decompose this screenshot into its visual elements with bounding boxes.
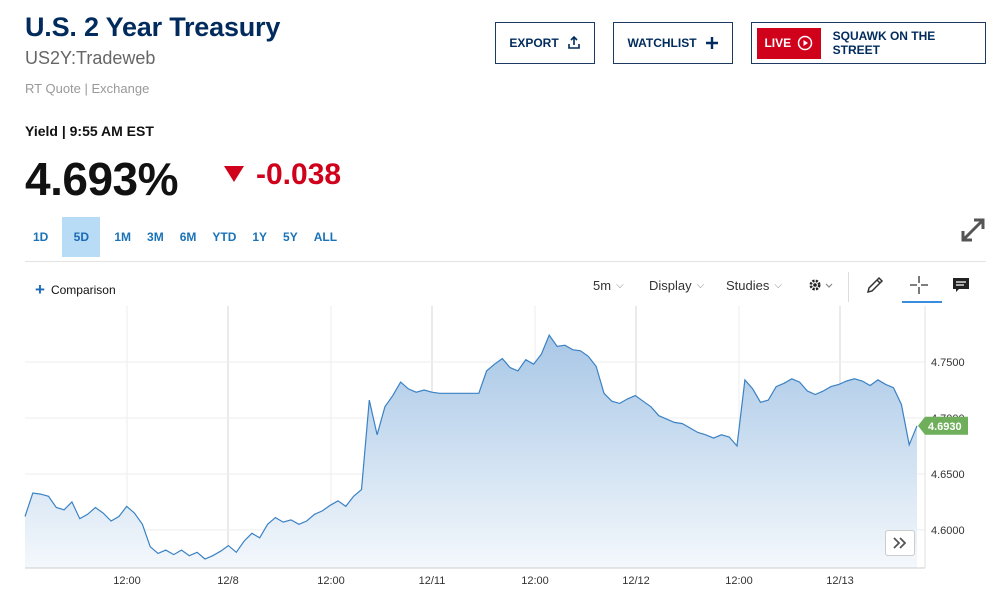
- page-title: U.S. 2 Year Treasury: [25, 12, 281, 42]
- interval-dropdown[interactable]: 5m ⌵: [593, 278, 624, 293]
- comparison-button[interactable]: + Comparison: [35, 281, 116, 298]
- display-label: Display: [649, 278, 692, 293]
- series-area: [25, 335, 917, 568]
- live-label: LIVE: [764, 36, 792, 50]
- chevron-down-icon: ⌵: [774, 280, 782, 291]
- watchlist-label: WATCHLIST: [627, 36, 697, 50]
- display-dropdown[interactable]: Display ⌵: [649, 278, 704, 293]
- tab-6m[interactable]: 6M: [179, 230, 197, 244]
- share-icon: [567, 36, 581, 50]
- studies-label: Studies: [726, 278, 770, 293]
- pencil-icon[interactable]: [862, 272, 888, 298]
- gear-icon[interactable]: [806, 272, 838, 298]
- watchlist-button[interactable]: WATCHLIST: [613, 22, 733, 64]
- current-price: 4.693%: [25, 153, 179, 205]
- chart-panel: [25, 261, 986, 593]
- tab-3m[interactable]: 3M: [147, 230, 164, 244]
- x-tick-label: 12:00: [317, 575, 345, 587]
- tab-1d[interactable]: 1D: [33, 230, 49, 244]
- live-badge: LIVE: [757, 27, 821, 59]
- x-tick-label: 12/8: [217, 575, 238, 587]
- scroll-forward-button[interactable]: [885, 530, 915, 556]
- price-change: -0.038: [256, 158, 342, 191]
- x-tick-label: 12/11: [419, 575, 446, 587]
- x-tick-label: 12:00: [521, 575, 549, 587]
- squawk-label: SQUAWK ON THE STREET: [832, 29, 936, 57]
- yield-timestamp: Yield | 9:55 AM EST: [25, 123, 154, 139]
- double-chevron-right-icon: [893, 537, 907, 549]
- tab-1y[interactable]: 1Y: [252, 230, 268, 244]
- comment-icon[interactable]: [948, 272, 974, 298]
- tab-all[interactable]: ALL: [313, 230, 338, 244]
- current-value-label: 4.6930: [928, 421, 962, 433]
- crosshair-icon[interactable]: [906, 272, 932, 298]
- y-tick-label: 4.6500: [931, 469, 965, 481]
- symbol-label: US2Y:Tradeweb: [25, 48, 156, 68]
- tab-1m[interactable]: 1M: [114, 230, 132, 244]
- chevron-down-icon: ⌵: [696, 280, 705, 291]
- x-tick-label: 12/13: [826, 575, 854, 587]
- plus-icon: +: [35, 280, 45, 299]
- interval-label: 5m: [593, 278, 612, 293]
- chevron-down-icon: ⌵: [616, 280, 624, 291]
- x-tick-label: 12:00: [725, 575, 753, 587]
- range-tabs: 1D 5D 1M 3M 6M YTD 1Y 5Y ALL: [25, 217, 345, 257]
- y-tick-label: 4.7500: [931, 357, 965, 369]
- play-circle-icon: [797, 35, 813, 51]
- active-tool-indicator: [902, 301, 942, 303]
- current-value-tag: [918, 416, 968, 435]
- down-arrow-icon: [224, 166, 244, 187]
- export-button[interactable]: EXPORT: [495, 22, 595, 64]
- tab-5d[interactable]: 5D: [62, 217, 101, 257]
- x-tick-label: 12:00: [113, 575, 141, 587]
- plus-icon: [705, 36, 719, 50]
- x-tick-label: 12/12: [622, 575, 650, 587]
- toolbar-divider: [848, 272, 849, 302]
- quote-source: RT Quote | Exchange: [25, 81, 150, 96]
- export-label: EXPORT: [509, 36, 559, 50]
- expand-icon[interactable]: [959, 216, 987, 244]
- series-line: [24, 333, 918, 560]
- tab-5y[interactable]: 5Y: [283, 230, 298, 244]
- studies-dropdown[interactable]: Studies ⌵: [726, 278, 782, 293]
- tab-ytd[interactable]: YTD: [212, 230, 237, 244]
- squawk-live-button[interactable]: LIVE SQUAWK ON THE STREET: [751, 22, 986, 64]
- comparison-label: Comparison: [50, 282, 116, 297]
- y-tick-label: 4.6000: [931, 525, 965, 537]
